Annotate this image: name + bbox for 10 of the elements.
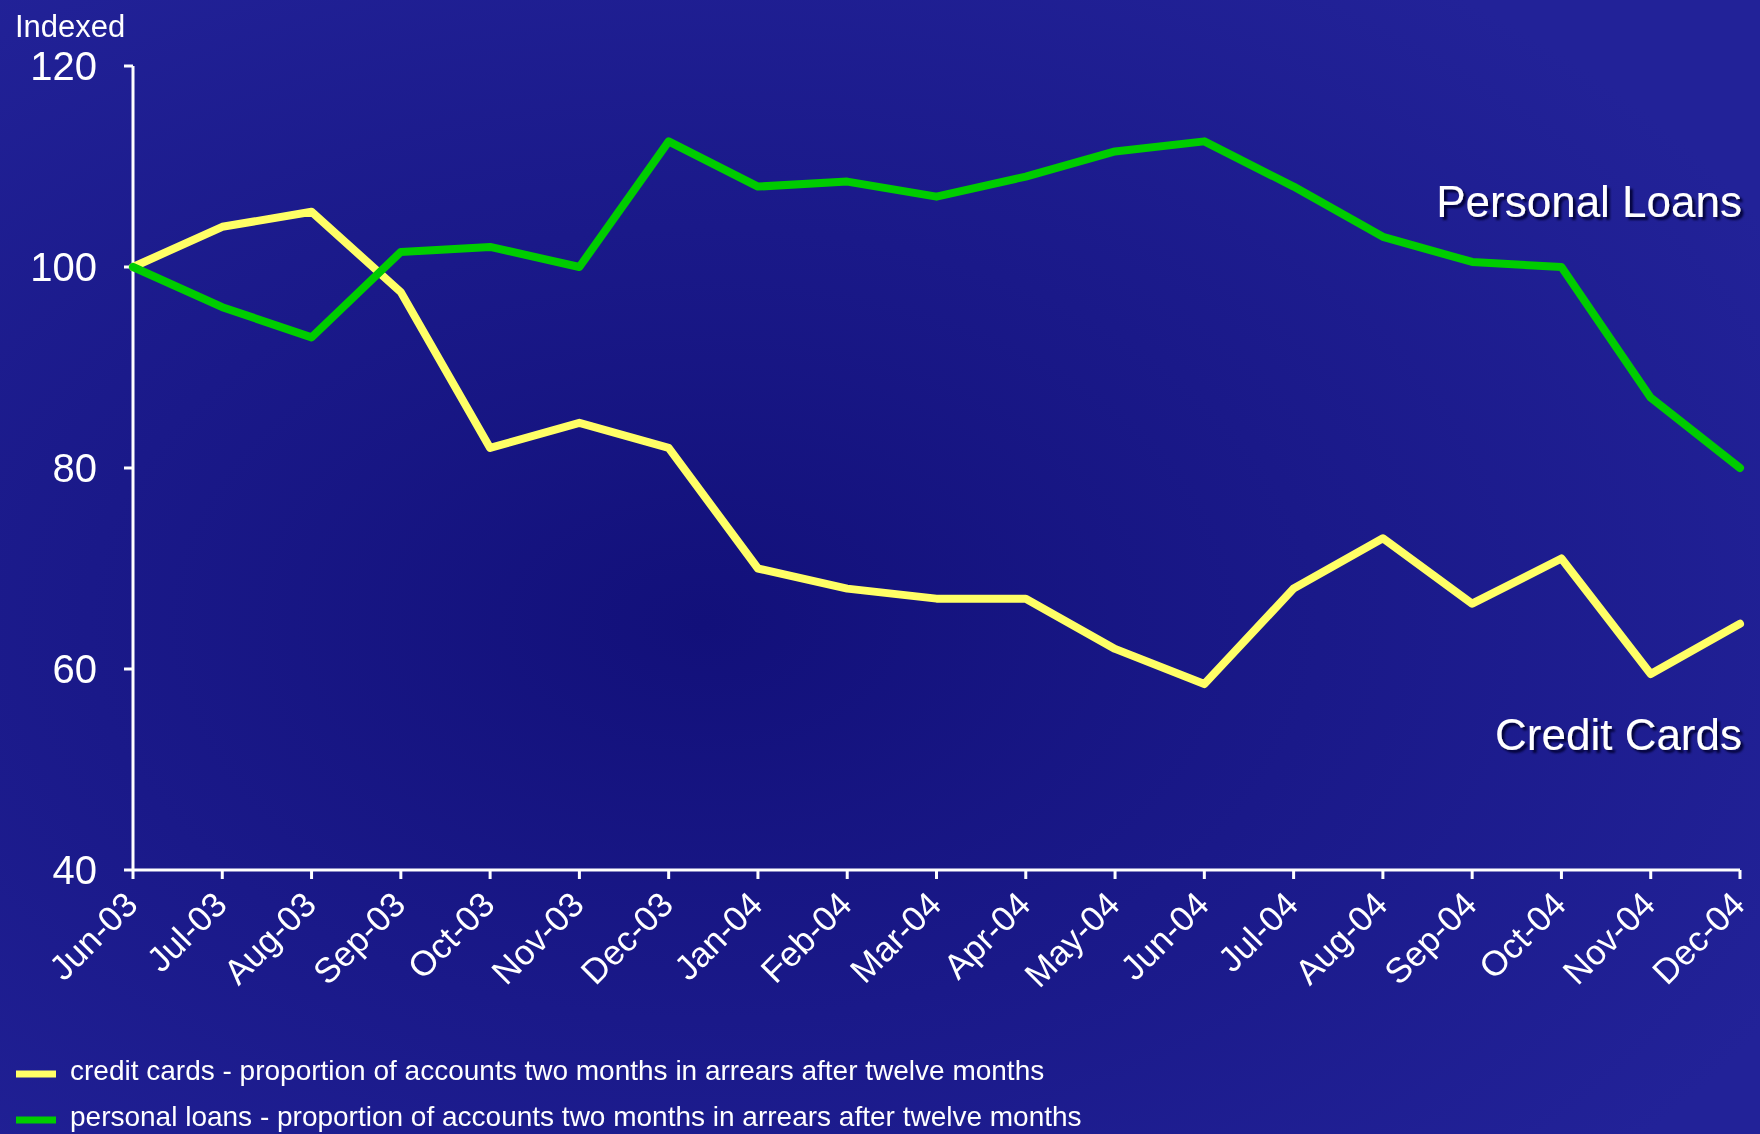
y-tick-label: 80	[52, 446, 97, 490]
y-axis-title: Indexed	[15, 9, 126, 44]
y-tick-label: 40	[52, 848, 97, 892]
y-tick-label: 60	[52, 647, 97, 691]
annotation: Credit Cards	[1495, 710, 1742, 760]
legend-label: personal loans - proportion of accounts two months in arrears after twelve months	[70, 1100, 1082, 1132]
y-tick-label: 120	[30, 44, 97, 88]
annotation: Personal Loans	[1436, 177, 1742, 227]
y-tick-label: 100	[30, 245, 97, 289]
legend-label: credit cards - proportion of accounts two months in arrears after twelve months	[70, 1054, 1045, 1086]
